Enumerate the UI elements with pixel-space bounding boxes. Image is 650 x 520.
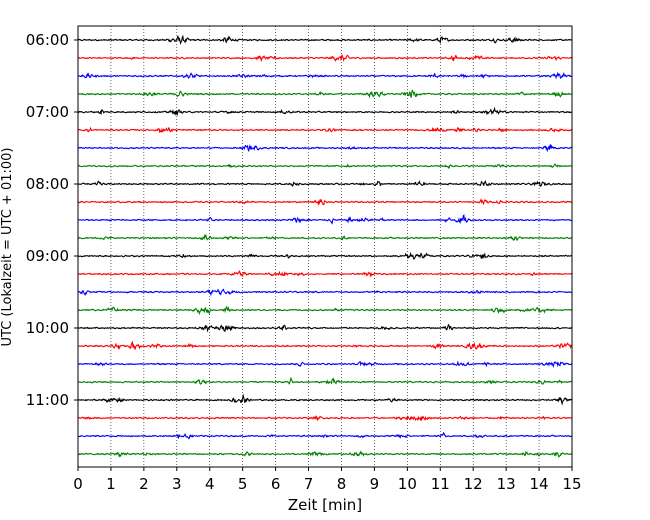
x-tick-label-9: 9 [370, 475, 380, 493]
trace-08:30 [77, 214, 572, 225]
x-tick-label-12: 12 [464, 475, 483, 493]
x-tick-label-4: 4 [205, 475, 215, 493]
trace-11:45 [77, 450, 573, 458]
x-tick-label-11: 11 [431, 475, 450, 493]
trace-08:45 [77, 233, 573, 242]
x-axis: 0 1 2 3 4 5 6 7 8 9 10 11 12 13 14 15 [73, 467, 582, 493]
trace-09:30 [77, 288, 573, 297]
y-tick-label-10:00: 10:00 [26, 319, 69, 337]
trace-10:00 [77, 323, 573, 333]
y-axis-label: UTC (Lokalzeit = UTC + 01:00) [0, 148, 15, 347]
x-tick-label-0: 0 [73, 475, 83, 493]
trace-06:15 [77, 54, 573, 63]
trace-11:00 [77, 393, 573, 406]
y-tick-label-11:00: 11:00 [26, 391, 69, 409]
trace-09:00 [77, 251, 573, 260]
x-tick-label-5: 5 [238, 475, 248, 493]
y-tick-label-06:00: 06:00 [26, 31, 69, 49]
x-tick-label-7: 7 [304, 475, 314, 493]
trace-10:15 [77, 340, 573, 351]
trace-11:15 [77, 415, 573, 422]
x-tick-label-13: 13 [497, 475, 516, 493]
x-tick-label-10: 10 [398, 475, 417, 493]
trace-10:30 [77, 360, 573, 368]
trace-08:15 [77, 198, 573, 207]
x-axis-label: Zeit [min] [288, 496, 362, 514]
trace-10:45 [77, 376, 573, 385]
y-axis: 06:00 07:00 08:00 09:00 10:00 11:00 [26, 31, 78, 409]
x-tick-label-15: 15 [562, 475, 581, 493]
trace-08:00 [77, 179, 573, 188]
trace-06:30 [77, 71, 573, 80]
plot-frame [77, 25, 573, 468]
trace-09:15 [77, 269, 573, 278]
y-tick-label-07:00: 07:00 [26, 103, 69, 121]
trace-06:45 [77, 89, 573, 99]
y-tick-label-08:00: 08:00 [26, 175, 69, 193]
trace-07:45 [77, 163, 573, 169]
trace-06:00 [77, 34, 573, 45]
x-tick-label-6: 6 [271, 475, 281, 493]
trace-07:00 [77, 106, 573, 117]
x-tick-label-3: 3 [172, 475, 182, 493]
trace-11:30 [77, 431, 573, 440]
trace-group [77, 34, 573, 458]
trace-07:15 [77, 126, 573, 134]
trace-07:30 [77, 144, 573, 153]
x-tick-label-8: 8 [337, 475, 347, 493]
x-tick-label-14: 14 [530, 475, 549, 493]
x-tick-label-2: 2 [139, 475, 149, 493]
y-tick-label-09:00: 09:00 [26, 247, 69, 265]
trace-09:45 [77, 305, 573, 316]
x-tick-label-1: 1 [106, 475, 116, 493]
